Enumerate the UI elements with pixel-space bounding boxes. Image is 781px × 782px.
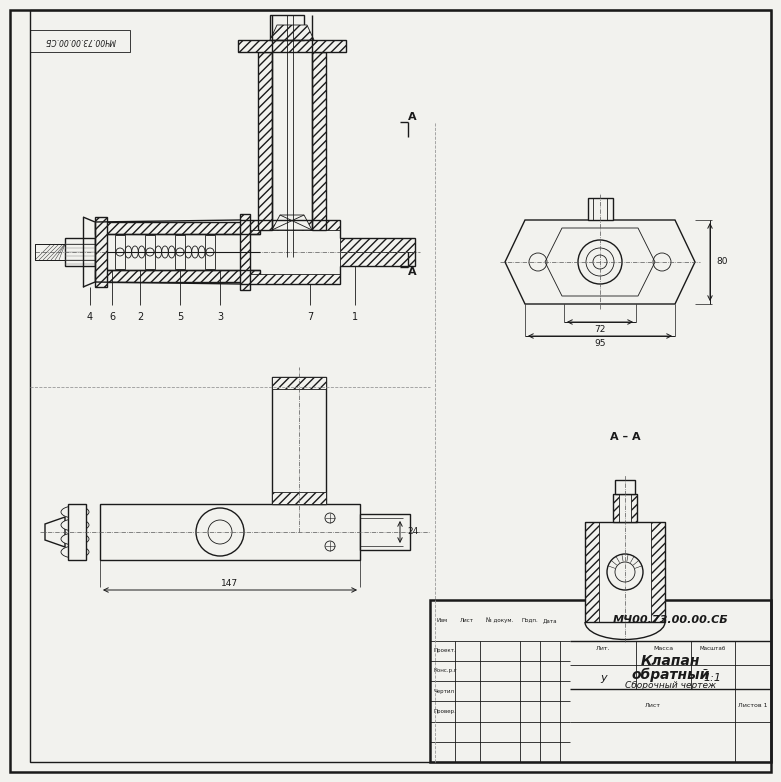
Circle shape: [176, 248, 184, 256]
Polygon shape: [272, 215, 312, 230]
Bar: [613, 494, 637, 522]
Bar: [35, 244, 65, 260]
Text: Чертил: Чертил: [433, 689, 454, 694]
Text: А: А: [408, 267, 416, 277]
Ellipse shape: [61, 533, 89, 545]
Bar: [615, 480, 635, 494]
Text: Масса: Масса: [654, 646, 673, 651]
Bar: [258, 52, 272, 230]
Text: у: у: [600, 673, 607, 683]
Text: Конс.р.г: Конс.р.г: [433, 669, 457, 673]
Text: МЧ00.73.00.00.СБ: МЧ00.73.00.00.СБ: [612, 615, 729, 626]
Bar: [175, 235, 185, 269]
Text: Изм: Изм: [437, 618, 448, 622]
Circle shape: [196, 508, 244, 556]
Bar: [270, 15, 304, 40]
Text: Лит.: Лит.: [596, 646, 611, 651]
Bar: [68, 504, 86, 560]
Bar: [430, 600, 771, 762]
Bar: [238, 40, 346, 52]
Bar: [585, 522, 599, 622]
Text: 3: 3: [217, 312, 223, 322]
Text: Сборочный чертеж: Сборочный чертеж: [625, 681, 716, 691]
Polygon shape: [270, 25, 314, 40]
Bar: [30, 30, 130, 52]
Text: А: А: [408, 112, 416, 122]
Text: Проект.: Проект.: [433, 648, 456, 653]
Text: Клапан: Клапан: [640, 654, 701, 668]
Ellipse shape: [61, 546, 89, 558]
Bar: [205, 235, 215, 269]
Circle shape: [206, 248, 214, 256]
Polygon shape: [45, 517, 65, 547]
Bar: [145, 235, 155, 269]
Bar: [95, 270, 260, 282]
Bar: [272, 377, 326, 389]
Bar: [340, 238, 415, 252]
Text: 95: 95: [594, 339, 606, 347]
Ellipse shape: [61, 519, 89, 531]
Text: 6: 6: [109, 312, 115, 322]
Bar: [115, 235, 125, 269]
Bar: [95, 217, 107, 287]
Circle shape: [146, 248, 154, 256]
Text: 1: 1: [352, 312, 358, 322]
Bar: [240, 214, 250, 290]
Bar: [585, 522, 665, 622]
Bar: [272, 492, 326, 504]
Text: обратный: обратный: [631, 668, 710, 683]
Text: Листов 1: Листов 1: [738, 703, 768, 708]
Bar: [312, 52, 326, 230]
Bar: [340, 252, 415, 266]
Text: 5: 5: [177, 312, 183, 322]
Bar: [100, 504, 360, 560]
Polygon shape: [545, 228, 655, 296]
Text: 4: 4: [87, 312, 93, 322]
Text: 72: 72: [594, 325, 606, 333]
Text: Масштаб: Масштаб: [700, 646, 726, 651]
Text: 147: 147: [222, 579, 238, 587]
Text: Провер.: Провер.: [433, 708, 456, 714]
Text: № докум.: № докум.: [487, 618, 514, 623]
Bar: [272, 377, 326, 504]
Bar: [651, 522, 665, 622]
Text: Лист: Лист: [460, 618, 474, 622]
Circle shape: [208, 520, 232, 544]
Bar: [95, 222, 260, 234]
Bar: [65, 238, 95, 266]
Text: Лист: Лист: [644, 703, 661, 708]
Text: 1:1: 1:1: [704, 673, 722, 683]
Bar: [588, 198, 613, 220]
Text: МЧ00.73.00.00.СБ: МЧ00.73.00.00.СБ: [45, 37, 116, 45]
Text: А – А: А – А: [610, 432, 640, 442]
Text: Дата: Дата: [543, 618, 558, 622]
Text: 80: 80: [716, 257, 727, 267]
Text: 24: 24: [407, 528, 419, 536]
Bar: [631, 494, 637, 522]
Text: Подп.: Подп.: [522, 618, 538, 622]
Polygon shape: [240, 220, 340, 230]
Ellipse shape: [61, 506, 89, 518]
Circle shape: [116, 248, 124, 256]
Bar: [360, 514, 410, 550]
Polygon shape: [505, 220, 695, 304]
Bar: [613, 494, 619, 522]
Text: 7: 7: [307, 312, 313, 322]
Polygon shape: [240, 274, 340, 284]
Text: 2: 2: [137, 312, 143, 322]
